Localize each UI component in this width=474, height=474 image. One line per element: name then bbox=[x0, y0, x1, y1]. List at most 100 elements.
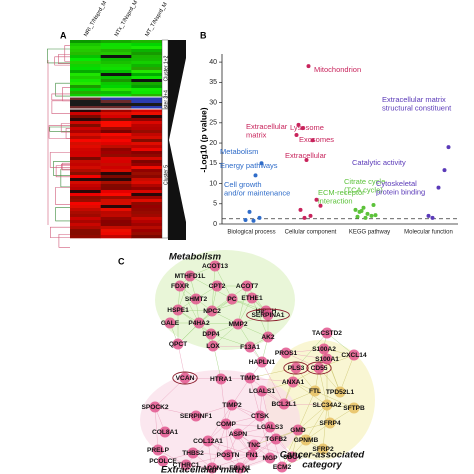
heatmap-cell bbox=[70, 178, 101, 182]
node-label: TGFB2 bbox=[265, 436, 287, 443]
heatmap-cell bbox=[131, 61, 163, 65]
heatmap-cell bbox=[70, 181, 101, 185]
heatmap-cell bbox=[100, 223, 132, 227]
heatmap-cell bbox=[70, 118, 101, 122]
node bbox=[174, 280, 186, 292]
point bbox=[436, 185, 441, 190]
edge bbox=[179, 285, 200, 324]
heatmap-cell bbox=[70, 52, 101, 56]
panel-label: B bbox=[200, 30, 207, 40]
point-label: interaction bbox=[318, 196, 353, 205]
edge bbox=[259, 415, 271, 459]
dendrogram bbox=[51, 93, 70, 101]
edge bbox=[177, 275, 191, 311]
point bbox=[365, 211, 370, 216]
node-label: ACOT13 bbox=[202, 263, 228, 270]
node bbox=[264, 452, 276, 464]
heatmap-cell bbox=[70, 73, 101, 77]
heatmap-cell bbox=[131, 76, 163, 80]
node-label: PRELP bbox=[147, 447, 170, 454]
heatmap-cell bbox=[131, 121, 163, 125]
node-label: CPT2 bbox=[209, 283, 226, 290]
node bbox=[226, 293, 238, 305]
heatmap-cell bbox=[100, 127, 132, 131]
heatmap-cell bbox=[100, 136, 132, 140]
heatmap-cell bbox=[100, 118, 132, 122]
heatmap-cell bbox=[131, 139, 163, 143]
node-label: SHMT2 bbox=[185, 296, 208, 303]
node bbox=[248, 439, 260, 451]
edge bbox=[261, 361, 285, 405]
panel-label: A bbox=[60, 30, 67, 40]
edge bbox=[237, 433, 277, 440]
y-axis-label: -Log10 (p value) bbox=[198, 107, 208, 172]
node-label: S100A1 bbox=[315, 356, 339, 363]
heatmap-cell bbox=[100, 55, 132, 59]
heatmap-cell bbox=[100, 46, 132, 50]
heatmap-cell bbox=[100, 94, 132, 98]
heatmap-cell bbox=[131, 190, 163, 194]
edge bbox=[189, 275, 233, 300]
heatmap-cell bbox=[100, 193, 132, 197]
heatmap-cell bbox=[131, 223, 163, 227]
node-label: COL8A1 bbox=[152, 429, 178, 436]
heatmap-cell bbox=[131, 103, 163, 107]
point bbox=[371, 202, 376, 207]
node bbox=[215, 373, 227, 385]
node-label: BCL2L1 bbox=[272, 401, 297, 408]
node-label: LGALS1 bbox=[249, 388, 275, 395]
node bbox=[256, 356, 268, 368]
point-label: Extracellular bbox=[285, 151, 327, 160]
node-highlight bbox=[306, 361, 332, 375]
dendrogram bbox=[51, 100, 70, 114]
edge bbox=[185, 454, 229, 466]
heatmap-cell bbox=[100, 235, 132, 239]
node-label: S100A2 bbox=[312, 346, 336, 353]
heatmap-cell bbox=[70, 109, 101, 113]
node-label: DPP4 bbox=[202, 331, 220, 338]
group-label: category bbox=[302, 460, 342, 471]
dendrogram bbox=[49, 152, 70, 168]
heatmap-cell bbox=[70, 133, 101, 137]
y-tick-label: 0 bbox=[213, 221, 217, 228]
point-label: matrix bbox=[246, 130, 267, 139]
dendrogram bbox=[49, 126, 70, 132]
node bbox=[207, 340, 219, 352]
heatmap-cell bbox=[100, 133, 132, 137]
node bbox=[193, 317, 205, 329]
heatmap-cell bbox=[70, 160, 101, 164]
group-label: Extracellular matrix bbox=[161, 465, 250, 474]
heatmap-cell bbox=[70, 166, 101, 170]
edge bbox=[249, 377, 261, 417]
heatmap-cell bbox=[100, 220, 132, 224]
heatmap-cell bbox=[70, 226, 101, 230]
heatmap-cell bbox=[70, 40, 101, 44]
heatmap-cell bbox=[131, 163, 163, 167]
node bbox=[244, 341, 256, 353]
heatmap-cell bbox=[100, 109, 132, 113]
point-label: Exosomes bbox=[299, 135, 334, 144]
heatmap-cell bbox=[70, 187, 101, 191]
heatmap-cell bbox=[70, 142, 101, 146]
heatmap-cell bbox=[70, 94, 101, 98]
point bbox=[306, 64, 311, 69]
node bbox=[256, 385, 268, 397]
edge bbox=[211, 423, 227, 469]
point bbox=[361, 205, 366, 210]
heatmap-cell bbox=[131, 106, 163, 110]
heatmap-cell bbox=[70, 91, 101, 95]
heatmap-cell bbox=[131, 49, 163, 53]
heatmap-cell bbox=[70, 61, 101, 65]
heatmap-cell bbox=[131, 100, 163, 104]
node-label: CTSK bbox=[251, 413, 269, 420]
edge bbox=[297, 390, 316, 431]
heatmap-cell bbox=[100, 91, 132, 95]
edge bbox=[231, 404, 271, 428]
heatmap-cell bbox=[131, 166, 163, 170]
dendrogram bbox=[54, 56, 70, 66]
cluster-label: Cluster 1+2 bbox=[163, 55, 169, 81]
heatmap-cell bbox=[131, 154, 163, 158]
heatmap-cell bbox=[131, 85, 163, 89]
point-label: Metabolism bbox=[220, 147, 258, 156]
edge bbox=[214, 265, 233, 300]
